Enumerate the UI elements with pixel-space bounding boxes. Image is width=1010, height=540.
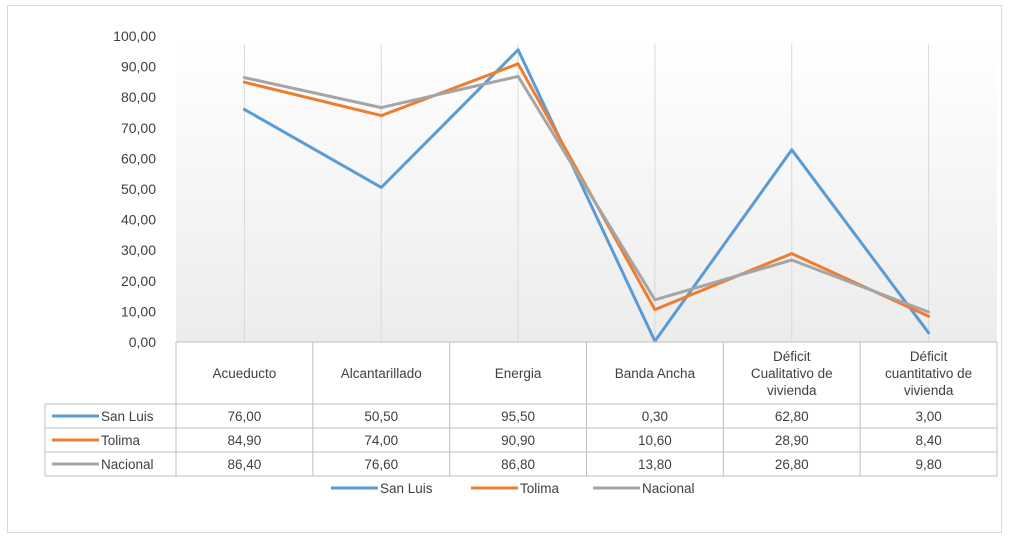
category-label: Acueducto [213,366,277,381]
y-tick-label: 20,00 [121,273,156,289]
data-label: 0,30 [642,409,668,424]
category-label: vivienda [767,383,817,398]
data-label: 28,90 [775,433,809,448]
category-label: vivienda [904,383,954,398]
legend-label: Tolima [520,481,560,496]
data-label: 86,80 [501,457,535,472]
data-label: 3,00 [915,409,941,424]
category-label: Déficit [773,349,811,364]
y-tick-label: 60,00 [121,150,156,166]
category-gridlines [243,44,930,342]
data-label: 84,90 [228,433,262,448]
series-lines [242,48,931,343]
legend-label: Nacional [642,481,695,496]
data-label: 90,90 [501,433,535,448]
series-line [242,48,931,343]
legend-label: San Luis [380,481,433,496]
category-label: Banda Ancha [615,366,696,381]
category-label: Alcantarillado [341,366,422,381]
y-tick-label: 100,00 [113,28,156,44]
series-name: Tolima [101,433,141,448]
data-label: 9,80 [915,457,941,472]
y-axis: 0,00 10,00 20,00 30,00 40,00 50,00 60,00 70,00 8… [113,28,156,350]
legend: San Luis Tolima Nacional [331,481,695,496]
y-tick-label: 30,00 [121,242,156,258]
category-label: Déficit [910,349,948,364]
data-label: 74,00 [364,433,398,448]
category-label: cuantitativo de [885,366,972,381]
series-name: Nacional [101,457,154,472]
y-tick-label: 40,00 [121,212,156,228]
line-chart: 0,00 10,00 20,00 30,00 40,00 50,00 60,00 70,00 8… [44,28,998,496]
data-label: 86,40 [228,457,262,472]
data-table: Acueducto Alcantarillado Energia Banda Anch… [44,341,998,477]
data-label: 26,80 [775,457,809,472]
data-label: 13,80 [638,457,672,472]
y-tick-label: 80,00 [121,89,156,105]
data-label: 76,00 [228,409,262,424]
y-tick-label: 70,00 [121,120,156,136]
series-name: San Luis [101,409,154,424]
y-tick-label: 90,00 [121,59,156,75]
data-label: 50,50 [364,409,398,424]
data-label: 10,60 [638,433,672,448]
chart-frame: 0,00 10,00 20,00 30,00 40,00 50,00 60,00 70,00 8… [7,5,1002,533]
series-line [242,74,931,314]
category-label: Energia [495,366,542,381]
y-tick-label: 50,00 [121,181,156,197]
data-label: 62,80 [775,409,809,424]
category-label: Cualitativo de [751,366,833,381]
y-tick-label: 10,00 [121,303,156,319]
data-label: 76,60 [364,457,398,472]
data-label: 8,40 [915,433,941,448]
y-tick-label: 0,00 [129,334,156,350]
data-label: 95,50 [501,409,535,424]
